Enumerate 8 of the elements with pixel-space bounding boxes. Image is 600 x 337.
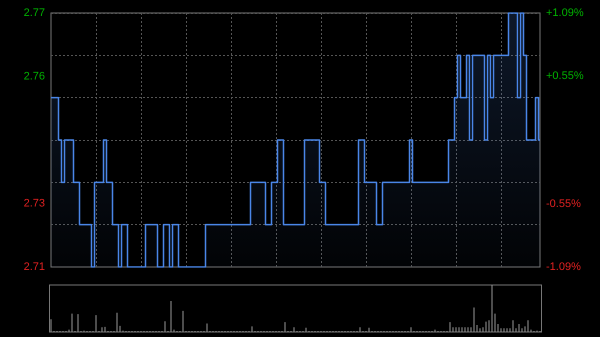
- y-tick-label: 2.77: [24, 7, 45, 19]
- y2-tick-label: -0.55%: [546, 198, 582, 210]
- y2-tick-label: +0.55%: [546, 70, 584, 82]
- y-tick-label: 2.73: [24, 198, 45, 210]
- y-tick-label: 2.71: [24, 261, 45, 273]
- y2-tick-label: -1.09%: [546, 261, 582, 273]
- y2-tick-label: +1.09%: [546, 7, 584, 19]
- y-tick-label: 2.76: [24, 70, 45, 82]
